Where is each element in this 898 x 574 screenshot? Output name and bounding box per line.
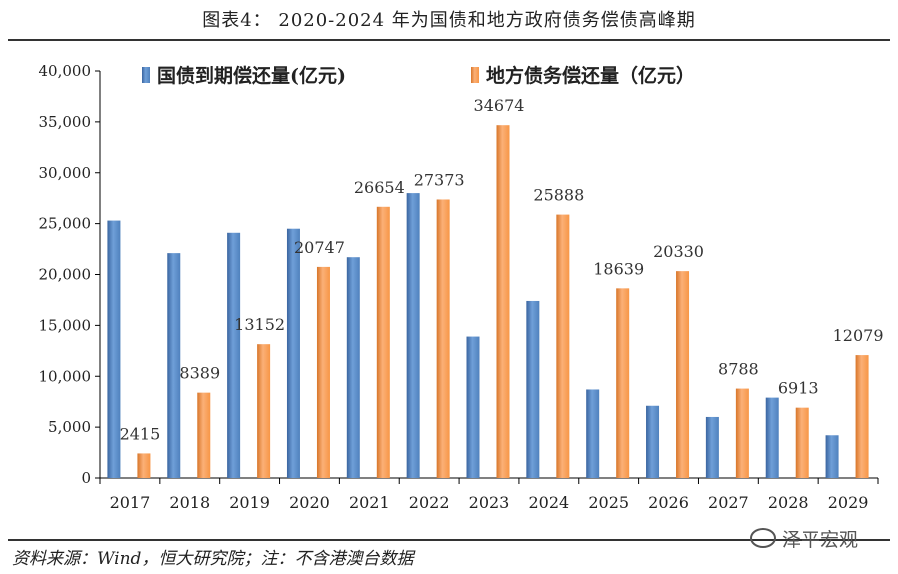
bar-local-debt-2026 <box>676 271 690 478</box>
x-tick-label: 2025 <box>588 493 629 512</box>
bar-local-debt-2020 <box>316 266 330 478</box>
bar-local-debt-2019 <box>257 344 271 478</box>
chart-axes: 0 5,000 10,000 15,000 20,000 25,000 30,000 35,0… <box>39 62 879 512</box>
data-label-2017: 2415 <box>120 424 161 443</box>
chart-bars <box>107 125 869 479</box>
bar-local-debt-2022 <box>436 199 450 478</box>
bar-treasury-2025 <box>586 389 600 478</box>
y-tick-label: 20,000 <box>39 266 92 284</box>
bar-treasury-2022 <box>406 193 420 478</box>
data-label-2025: 18639 <box>593 259 644 278</box>
data-label-2020: 20747 <box>294 238 345 257</box>
bar-local-debt-2017 <box>137 453 151 478</box>
bar-treasury-2021 <box>346 257 360 478</box>
data-label-2022: 27373 <box>414 170 465 189</box>
bar-local-debt-2024 <box>556 214 570 478</box>
data-label-2019: 13152 <box>234 315 285 334</box>
y-tick-label: 30,000 <box>39 164 92 182</box>
bar-local-debt-2025 <box>616 288 630 478</box>
bar-local-debt-2023 <box>496 125 510 478</box>
bar-chart: 0 5,000 10,000 15,000 20,000 25,000 30,000 35,0… <box>39 62 884 512</box>
bar-local-debt-2018 <box>197 392 211 478</box>
bar-treasury-2028 <box>765 397 779 478</box>
x-tick-label: 2018 <box>169 493 210 512</box>
y-tick-label: 35,000 <box>39 113 92 131</box>
data-label-2028: 6913 <box>778 379 819 398</box>
data-label-2026: 20330 <box>653 242 704 261</box>
bottom-rule <box>8 539 890 541</box>
x-tick-label: 2021 <box>349 493 390 512</box>
bar-treasury-2026 <box>646 405 660 478</box>
watermark: 泽平宏观 <box>750 525 858 552</box>
wechat-icon <box>750 528 776 548</box>
bar-treasury-2017 <box>107 220 121 478</box>
y-tick-label: 0 <box>81 469 91 487</box>
watermark-text: 泽平宏观 <box>782 529 859 551</box>
bar-local-debt-2028 <box>795 407 809 478</box>
data-label-2024: 25888 <box>533 186 584 205</box>
bar-treasury-2018 <box>167 253 181 478</box>
legend-swatch-local-debt <box>471 67 479 83</box>
y-tick-label: 10,000 <box>39 367 92 385</box>
x-tick-label: 2017 <box>110 493 151 512</box>
bar-local-debt-2027 <box>735 388 749 478</box>
x-tick-label: 2024 <box>528 493 569 512</box>
bar-treasury-2023 <box>466 336 480 478</box>
x-tick-label: 2022 <box>409 493 450 512</box>
data-label-2023: 34674 <box>474 96 525 115</box>
x-tick-label: 2020 <box>289 493 330 512</box>
data-label-2027: 8788 <box>718 360 759 379</box>
x-tick-label: 2019 <box>229 493 270 512</box>
bar-treasury-2027 <box>705 416 719 478</box>
y-tick-label: 40,000 <box>39 62 92 80</box>
x-tick-label: 2023 <box>469 493 510 512</box>
bar-treasury-2024 <box>526 300 540 478</box>
y-tick-label: 25,000 <box>39 215 92 233</box>
x-tick-label: 2026 <box>648 493 689 512</box>
bar-treasury-2019 <box>227 232 241 478</box>
top-rule <box>8 39 890 41</box>
x-tick-label: 2028 <box>768 493 809 512</box>
data-label-2018: 8389 <box>179 364 220 383</box>
bar-local-debt-2021 <box>376 206 390 479</box>
figure-title: 图表4： 2020-2024 年为国债和地方政府债务偿债高峰期 <box>202 10 696 31</box>
chart-data-labels: 2415 8389 13152 20747 26654 27373 34674 25888 18… <box>120 96 884 443</box>
x-tick-label: 2029 <box>828 493 869 512</box>
bar-local-debt-2029 <box>855 355 869 478</box>
legend-label-treasury: 国债到期偿还量(亿元) <box>157 64 346 87</box>
legend-label-local-debt: 地方债务偿还量（亿元） <box>486 64 695 87</box>
data-label-2021: 26654 <box>354 178 405 197</box>
source-note: 资料来源：Wind，恒大研究院；注：不含港澳台数据 <box>12 549 414 569</box>
legend-swatch-treasury <box>142 67 150 83</box>
bar-treasury-2029 <box>825 435 839 478</box>
bar-treasury-2020 <box>286 228 300 478</box>
chart-legend: 国债到期偿还量(亿元) 地方债务偿还量（亿元） <box>142 64 695 87</box>
y-tick-label: 5,000 <box>48 418 91 436</box>
data-label-2029: 12079 <box>833 326 884 345</box>
y-tick-label: 15,000 <box>39 316 92 334</box>
x-tick-label: 2027 <box>708 493 749 512</box>
